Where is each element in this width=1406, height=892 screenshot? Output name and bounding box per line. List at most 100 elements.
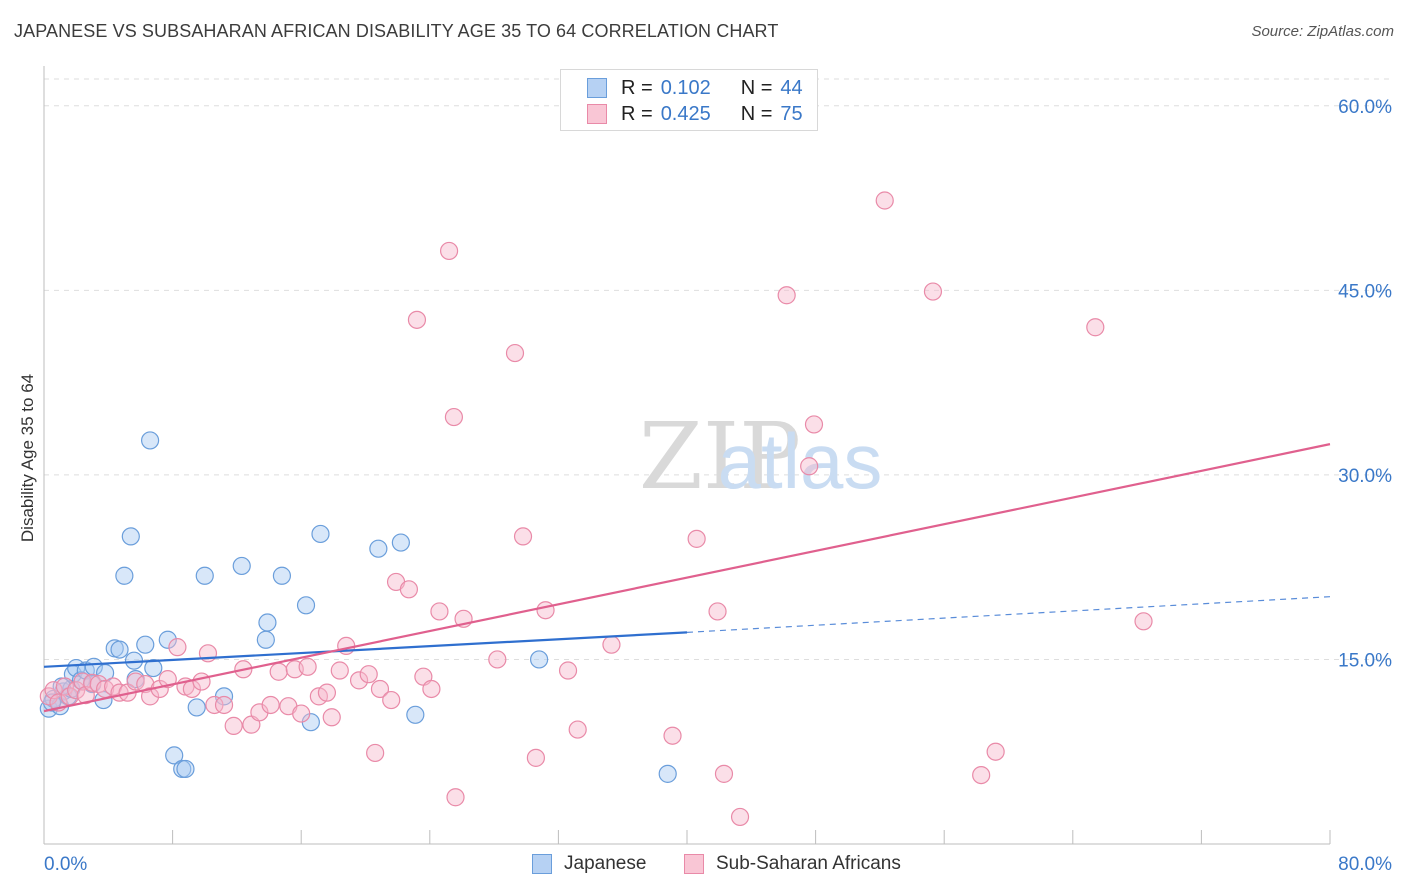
japanese-legend-swatch	[532, 854, 552, 874]
chart-title: JAPANESE VS SUBSAHARAN AFRICAN DISABILIT…	[14, 21, 779, 41]
japanese-point	[187, 698, 206, 717]
subsaharan-point	[224, 716, 243, 735]
japanese-point	[158, 630, 177, 649]
subsaharan-point	[1134, 612, 1153, 631]
y-tick-label: 60.0%	[1338, 97, 1392, 118]
subsaharan-point	[986, 742, 1005, 761]
subsaharan-point	[923, 282, 943, 301]
japanese-point	[658, 764, 677, 783]
subsaharan-point	[1086, 318, 1105, 337]
r-value: 0.102	[660, 76, 711, 99]
series-subsaharan	[39, 191, 1153, 827]
subsaharan-point	[359, 665, 378, 684]
japanese-point	[144, 658, 163, 678]
japanese-point	[258, 613, 277, 632]
subsaharan-point	[422, 679, 441, 699]
subsaharan-point	[430, 602, 449, 621]
n-label: N =	[740, 76, 773, 99]
japanese-point	[176, 759, 195, 779]
tick-labels: 15.0% 30.0% 45.0% 60.0% 0.0% 80.0%	[44, 97, 1392, 875]
subsaharan-point	[322, 708, 341, 727]
subsaharan-point	[804, 415, 824, 434]
japanese-point	[165, 746, 184, 765]
series-japanese	[39, 431, 677, 783]
subsaharan-point	[730, 807, 750, 827]
subsaharan-point	[777, 286, 796, 305]
japanese-point	[391, 533, 410, 552]
source-label: Source: ZipAtlas.com	[1251, 23, 1394, 40]
subsaharan-point	[708, 602, 727, 621]
r-value: 0.425	[660, 102, 711, 125]
subsaharan-point	[168, 638, 187, 657]
subsaharan-legend-label: Sub-Saharan Africans	[716, 853, 901, 874]
subsaharan-point	[370, 679, 390, 699]
japanese-swatch	[587, 78, 607, 98]
subsaharan-point	[55, 677, 74, 696]
subsaharan-point	[317, 683, 337, 702]
subsaharan-point	[663, 726, 682, 745]
subsaharan-point	[800, 457, 819, 476]
subsaharan-point	[407, 310, 427, 329]
legend-row-subsaharan: R = 0.425 N = 75	[587, 102, 803, 126]
axes	[43, 66, 1331, 845]
japanese-point	[406, 705, 425, 724]
legend-row-japanese: R = 0.102 N = 44	[587, 76, 803, 100]
watermark-atlas: atlas	[718, 417, 883, 505]
japanese-point	[311, 524, 330, 544]
japanese-point	[296, 596, 316, 615]
x-tick-label-min: 0.0%	[44, 854, 87, 875]
japanese-point	[232, 556, 251, 576]
subsaharan-point	[439, 241, 459, 261]
r-label: R =	[621, 102, 653, 125]
japanese-point	[110, 640, 129, 659]
subsaharan-point	[292, 704, 311, 723]
trend-lines	[43, 443, 1331, 713]
subsaharan-point	[526, 748, 545, 767]
subsaharan-point	[536, 601, 555, 620]
subsaharan-point	[505, 343, 525, 363]
subsaharan-trend-line	[43, 443, 1331, 713]
y-tick-label: 15.0%	[1338, 650, 1392, 671]
japanese-point	[115, 566, 134, 585]
subsaharan-point	[602, 635, 621, 654]
japanese-trend-line	[43, 631, 688, 668]
japanese-point	[84, 657, 103, 676]
subsaharan-point	[972, 765, 991, 785]
subsaharan-point	[261, 695, 280, 715]
subsaharan-legend-swatch	[684, 854, 704, 874]
subsaharan-point	[446, 788, 465, 807]
y-tick-label: 30.0%	[1338, 466, 1392, 487]
japanese-point	[272, 566, 292, 585]
japanese-point	[136, 635, 155, 654]
japanese-point	[195, 566, 214, 585]
subsaharan-point	[140, 687, 160, 706]
japanese-point	[121, 527, 140, 546]
subsaharan-point	[875, 191, 894, 210]
legend-japanese: Japanese	[532, 852, 646, 876]
subsaharan-point	[39, 687, 58, 706]
x-tick-label-max: 80.0%	[1338, 854, 1392, 875]
legend-subsaharan: Sub-Saharan Africans	[684, 852, 901, 876]
subsaharan-point	[205, 695, 224, 715]
y-tick-label: 45.0%	[1338, 281, 1392, 302]
subsaharan-point	[298, 657, 317, 676]
subsaharan-point	[192, 672, 211, 691]
subsaharan-point	[488, 650, 507, 669]
japanese-point	[140, 431, 160, 450]
japanese-trend-extension	[686, 596, 1331, 633]
subsaharan-point	[330, 661, 349, 680]
subsaharan-point	[366, 743, 385, 763]
watermark-zip: ZIP	[639, 403, 801, 510]
n-value: 75	[780, 102, 803, 125]
japanese-point	[530, 650, 549, 669]
japanese-point	[256, 630, 275, 649]
subsaharan-swatch	[587, 104, 607, 124]
subsaharan-point	[558, 661, 578, 680]
subsaharan-point	[513, 527, 533, 546]
subsaharan-point	[382, 690, 401, 710]
subsaharan-point	[714, 764, 734, 783]
subsaharan-point	[158, 670, 177, 689]
subsaharan-point	[349, 671, 369, 690]
n-label: N =	[740, 102, 773, 125]
